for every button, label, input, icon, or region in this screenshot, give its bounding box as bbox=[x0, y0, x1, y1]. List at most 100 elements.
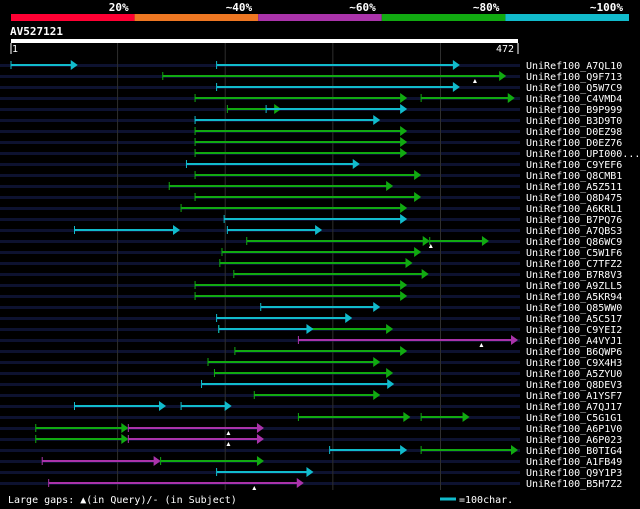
hit-row[interactable]: UniRef100_Q9Y1P3 bbox=[216, 467, 623, 479]
hit-name-label[interactable]: UniRef100_Q86WC9 bbox=[526, 237, 622, 248]
segment-end-arrowhead bbox=[400, 104, 408, 114]
hit-name-label[interactable]: UniRef100_C9YEF6 bbox=[526, 160, 622, 171]
hit-row[interactable]: UniRef100_C9YEI2 bbox=[218, 324, 623, 336]
hit-row[interactable]: UniRef100_A1FB49 bbox=[41, 456, 622, 468]
hit-name-label[interactable]: UniRef100_D0EZ98 bbox=[526, 127, 622, 138]
hit-name-label[interactable]: UniRef100_A5ZYU0 bbox=[526, 369, 622, 380]
hit-name-label[interactable]: UniRef100_C5G1G1 bbox=[526, 413, 622, 424]
hit-name-label[interactable]: UniRef100_C4VMD4 bbox=[526, 94, 622, 105]
hit-name-label[interactable]: UniRef100_UPI000... bbox=[526, 149, 640, 160]
segment-end-arrowhead bbox=[414, 170, 422, 180]
ruler-end-label: 472 bbox=[496, 44, 514, 55]
hit-row[interactable]: UniRef100_B9P999 bbox=[226, 104, 622, 116]
hit-name-label[interactable]: UniRef100_Q9F713 bbox=[526, 72, 622, 83]
hit-row[interactable]: UniRef100_C9YEF6 bbox=[185, 159, 622, 171]
hit-name-label[interactable]: UniRef100_C9YEI2 bbox=[526, 325, 622, 336]
hit-row[interactable]: UniRef100_Q8D475 bbox=[194, 192, 622, 204]
hit-row[interactable]: UniRef100_A6P1V0 bbox=[35, 423, 623, 435]
segment-end-arrowhead bbox=[400, 214, 408, 224]
hit-row[interactable]: UniRef100_B7PQ76 bbox=[223, 214, 622, 226]
hit-row[interactable]: UniRef100_Q86WC9 bbox=[246, 236, 623, 248]
segment-end-arrowhead bbox=[386, 324, 394, 334]
segment-end-arrowhead bbox=[70, 60, 78, 70]
hit-name-label[interactable]: UniRef100_B7R8V3 bbox=[526, 270, 622, 281]
query-gap-marker bbox=[428, 244, 433, 248]
hit-name-label[interactable]: UniRef100_Q5W7C9 bbox=[526, 83, 622, 94]
hit-name-label[interactable]: UniRef100_Q9Y1P3 bbox=[526, 468, 622, 479]
segment-end-arrowhead bbox=[511, 445, 518, 455]
hit-row[interactable]: UniRef100_UPI000... bbox=[194, 148, 640, 160]
hit-row[interactable]: UniRef100_C7TFZ2 bbox=[219, 258, 623, 270]
hit-row[interactable]: UniRef100_A1YSF7 bbox=[253, 390, 622, 402]
hit-name-label[interactable]: UniRef100_A5Z511 bbox=[526, 182, 622, 193]
hit-name-label[interactable]: UniRef100_D0EZ76 bbox=[526, 138, 622, 149]
segment-end-arrowhead bbox=[373, 357, 381, 367]
hit-name-label[interactable]: UniRef100_B0TIG4 bbox=[526, 446, 622, 457]
hit-name-label[interactable]: UniRef100_A7QL10 bbox=[526, 61, 622, 72]
segment-end-arrowhead bbox=[452, 82, 460, 92]
segment-end-arrowhead bbox=[315, 225, 323, 235]
hit-row[interactable]: UniRef100_D0EZ98 bbox=[194, 126, 622, 138]
hit-row[interactable]: UniRef100_Q85WW0 bbox=[260, 302, 623, 314]
hit-row[interactable]: UniRef100_A6P023 bbox=[35, 434, 623, 446]
hit-name-label[interactable]: UniRef100_Q8D475 bbox=[526, 193, 622, 204]
segment-end-arrowhead bbox=[400, 93, 408, 103]
segment-end-arrowhead bbox=[386, 368, 394, 378]
hit-row[interactable]: UniRef100_A5Z511 bbox=[168, 181, 622, 193]
hit-name-label[interactable]: UniRef100_A6P023 bbox=[526, 435, 622, 446]
identity-color-swatch bbox=[258, 14, 382, 21]
hit-row[interactable]: UniRef100_A5KR94 bbox=[194, 291, 622, 303]
hit-row[interactable]: UniRef100_A7QL10 bbox=[10, 60, 622, 72]
hit-row[interactable]: UniRef100_B7R8V3 bbox=[233, 269, 623, 281]
hit-name-label[interactable]: UniRef100_A5C517 bbox=[526, 314, 622, 325]
hit-name-label[interactable]: UniRef100_B7PQ76 bbox=[526, 215, 622, 226]
hit-row[interactable]: UniRef100_A4VYJ1 bbox=[297, 335, 622, 347]
hit-row[interactable]: UniRef100_C4VMD4 bbox=[194, 93, 622, 105]
hit-name-label[interactable]: UniRef100_A1YSF7 bbox=[526, 391, 622, 402]
hit-name-label[interactable]: UniRef100_Q8CMB1 bbox=[526, 171, 622, 182]
hit-name-label[interactable]: UniRef100_A4VYJ1 bbox=[526, 336, 622, 347]
query-gap-marker bbox=[226, 442, 231, 446]
hit-row[interactable]: UniRef100_C5G1G1 bbox=[297, 412, 622, 424]
hit-row[interactable]: UniRef100_Q8DEV3 bbox=[201, 379, 623, 391]
hit-name-label[interactable]: UniRef100_A9ZLL5 bbox=[526, 281, 622, 292]
hit-row[interactable]: UniRef100_A7QBS3 bbox=[74, 225, 623, 237]
segment-end-arrowhead bbox=[499, 71, 507, 81]
segment-end-arrowhead bbox=[373, 390, 381, 400]
hit-row[interactable]: UniRef100_A7QJ17 bbox=[74, 401, 623, 413]
hit-name-label[interactable]: UniRef100_A7QBS3 bbox=[526, 226, 622, 237]
hit-row[interactable]: UniRef100_A6KRL1 bbox=[180, 203, 622, 215]
hit-row[interactable]: UniRef100_B3D9T0 bbox=[194, 115, 622, 127]
hit-row[interactable]: UniRef100_Q5W7C9 bbox=[216, 82, 623, 94]
hit-row[interactable]: UniRef100_B6QWP6 bbox=[234, 346, 622, 358]
hit-name-label[interactable]: UniRef100_A7QJ17 bbox=[526, 402, 622, 413]
segment-end-arrowhead bbox=[306, 324, 314, 334]
hit-name-label[interactable]: UniRef100_C9X4H3 bbox=[526, 358, 622, 369]
hit-name-label[interactable]: UniRef100_A5KR94 bbox=[526, 292, 622, 303]
hit-row[interactable]: UniRef100_A9ZLL5 bbox=[194, 280, 622, 292]
hit-name-label[interactable]: UniRef100_Q8DEV3 bbox=[526, 380, 622, 391]
hit-row[interactable]: UniRef100_B0TIG4 bbox=[329, 445, 623, 457]
hit-row[interactable]: UniRef100_C9X4H3 bbox=[207, 357, 622, 369]
hit-row[interactable]: UniRef100_C5W1F6 bbox=[221, 247, 622, 259]
hit-row[interactable]: UniRef100_Q9F713 bbox=[162, 71, 623, 83]
hit-name-label[interactable]: UniRef100_A1FB49 bbox=[526, 457, 622, 468]
identity-legend-label: ~100% bbox=[590, 1, 623, 14]
hit-row[interactable]: UniRef100_Q8CMB1 bbox=[194, 170, 622, 182]
hit-name-label[interactable]: UniRef100_A6P1V0 bbox=[526, 424, 622, 435]
hit-row[interactable]: UniRef100_A5C517 bbox=[216, 313, 623, 325]
hit-name-label[interactable]: UniRef100_C5W1F6 bbox=[526, 248, 622, 259]
hit-row[interactable]: UniRef100_A5ZYU0 bbox=[213, 368, 622, 380]
hit-row[interactable]: UniRef100_D0EZ76 bbox=[194, 137, 622, 149]
hit-name-label[interactable]: UniRef100_B9P999 bbox=[526, 105, 622, 116]
hit-name-label[interactable]: UniRef100_B5H7Z2 bbox=[526, 479, 622, 490]
hit-name-label[interactable]: UniRef100_B6QWP6 bbox=[526, 347, 622, 358]
identity-legend-label: ~80% bbox=[473, 1, 500, 14]
hit-name-label[interactable]: UniRef100_Q85WW0 bbox=[526, 303, 622, 314]
hit-name-label[interactable]: UniRef100_C7TFZ2 bbox=[526, 259, 622, 270]
hit-row[interactable]: UniRef100_B5H7Z2 bbox=[48, 478, 623, 490]
hit-name-label[interactable]: UniRef100_A6KRL1 bbox=[526, 204, 622, 215]
hit-name-label[interactable]: UniRef100_B3D9T0 bbox=[526, 116, 622, 127]
